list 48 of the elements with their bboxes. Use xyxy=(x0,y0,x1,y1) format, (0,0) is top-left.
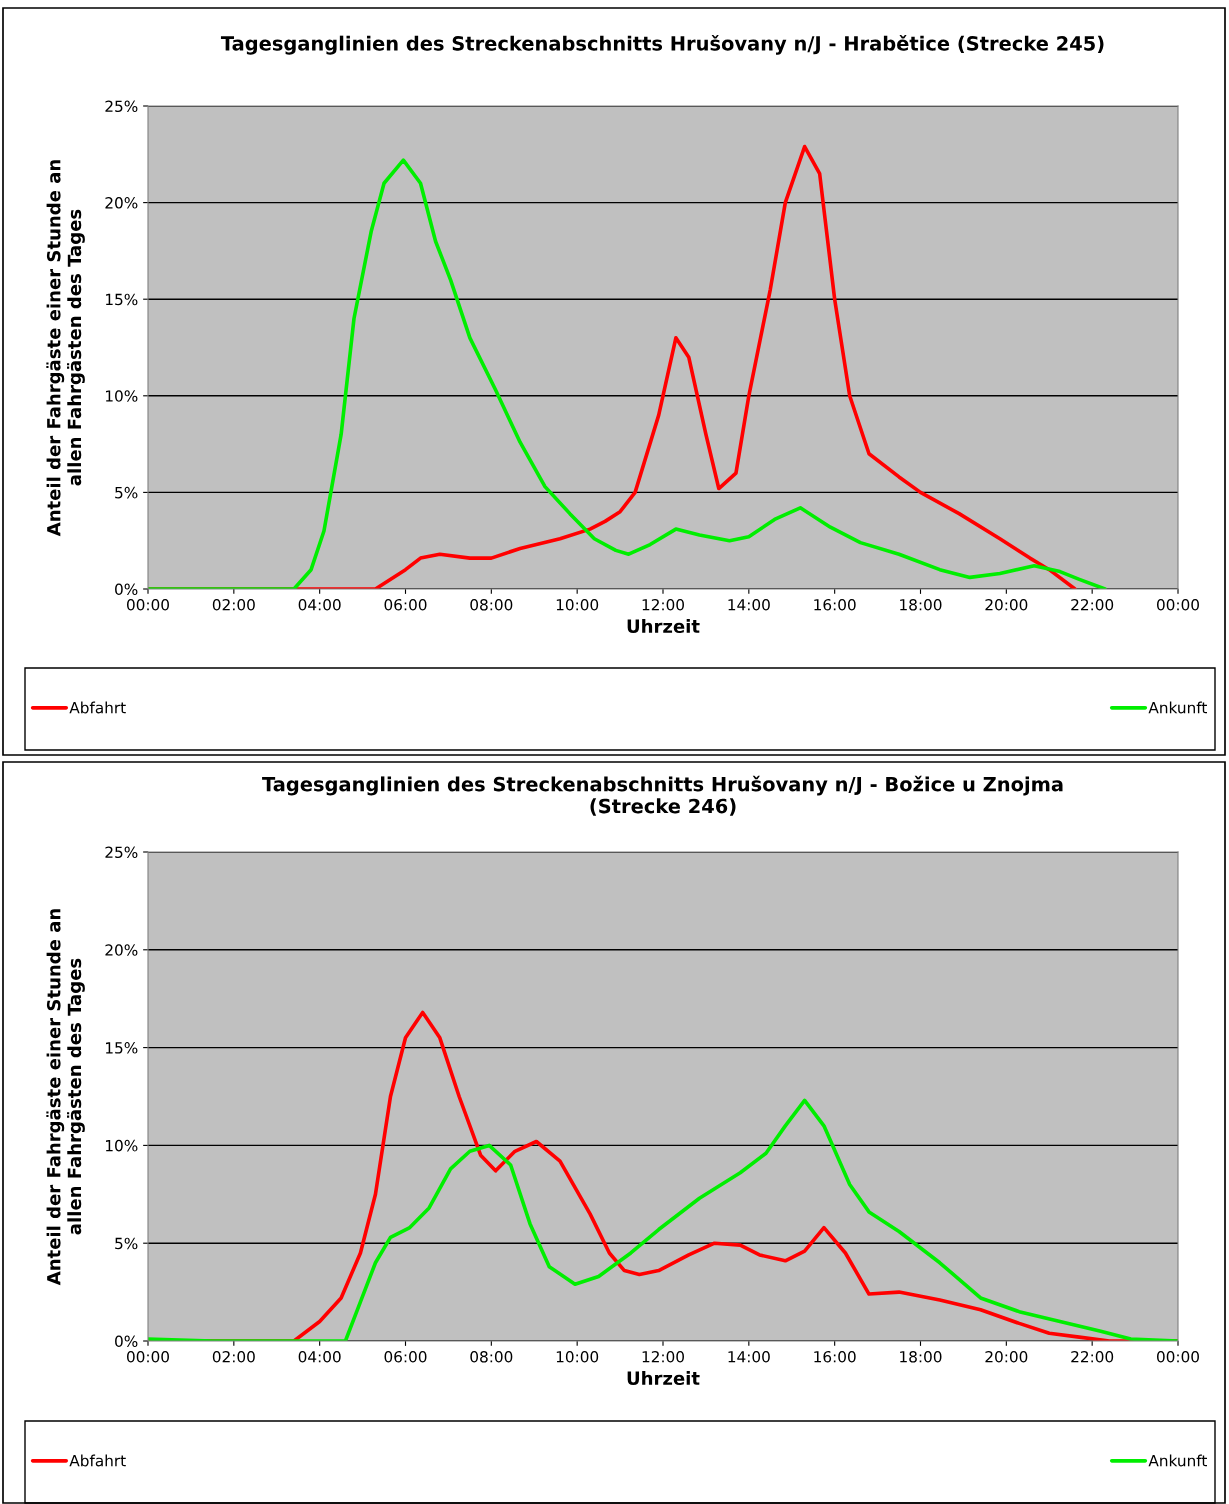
x-axis-title: Uhrzeit xyxy=(627,1371,700,1386)
y-tick-label: 5% xyxy=(115,486,138,499)
x-tick-label: 02:00 xyxy=(212,598,255,611)
x-tick-label: 18:00 xyxy=(900,1350,942,1363)
y-tick-label: 5% xyxy=(115,1237,138,1250)
x-tick-label: 08:00 xyxy=(470,1350,513,1363)
x-tick-label: 12:00 xyxy=(642,1350,684,1363)
legend-label: Ankunft xyxy=(1148,1454,1207,1467)
y-tick-label: 25% xyxy=(105,100,138,113)
x-tick-label: 16:00 xyxy=(814,598,856,611)
x-tick-label: 22:00 xyxy=(1071,598,1114,611)
chart-title: Tagesganglinien des Streckenabschnitts Hrušovany n/J - Hrabětice (Strecke 245) xyxy=(220,34,1104,55)
x-tick-label: 06:00 xyxy=(384,598,427,611)
x-tick-label: 14:00 xyxy=(728,1350,770,1363)
legend-label: Ankunft xyxy=(1148,701,1207,714)
x-tick-label: 04:00 xyxy=(298,598,341,611)
y-axis-title: Anteil der Fahrgäste einer Stunde an allen Fahrgästen des Tages xyxy=(46,160,85,537)
y-tick-label: 20% xyxy=(105,944,138,956)
legend-label: Abfahrt xyxy=(69,1454,126,1467)
y-tick-label: 25% xyxy=(105,846,138,859)
y-tick-label: 20% xyxy=(105,197,138,209)
x-tick-label: 04:00 xyxy=(298,1350,341,1363)
x-tick-label: 10:00 xyxy=(556,1350,599,1363)
x-tick-label: 18:00 xyxy=(900,598,942,611)
y-tick-label: 10% xyxy=(106,1139,138,1152)
chart-title: Tagesganglinien des Streckenabschnitts Hrušovany n/J - Božice u Znojma (Strecke 246) xyxy=(262,775,1063,816)
x-tick-label: 08:00 xyxy=(470,598,513,611)
x-tick-label: 16:00 xyxy=(814,1350,856,1363)
x-tick-label: 00:00 xyxy=(126,1350,169,1363)
y-tick-label: 15% xyxy=(106,293,138,306)
y-tick-label: 0% xyxy=(115,583,138,596)
x-tick-label: 12:00 xyxy=(642,598,684,611)
y-tick-label: 0% xyxy=(115,1335,138,1348)
legend-label: Abfahrt xyxy=(69,701,126,714)
x-axis-title: Uhrzeit xyxy=(627,619,700,634)
x-tick-label: 10:00 xyxy=(556,598,599,611)
x-tick-label: 00:00 xyxy=(126,598,169,611)
x-tick-label: 06:00 xyxy=(384,1350,427,1363)
y-tick-label: 10% xyxy=(106,390,138,402)
x-tick-label: 14:00 xyxy=(728,598,770,611)
y-axis-title: Anteil der Fahrgäste einer Stunde an allen Fahrgästen des Tages xyxy=(46,909,85,1286)
x-tick-label: 20:00 xyxy=(985,598,1028,611)
x-tick-label: 02:00 xyxy=(212,1350,255,1363)
x-tick-label: 22:00 xyxy=(1071,1350,1114,1363)
y-tick-label: 15% xyxy=(106,1042,138,1054)
x-tick-label: 00:00 xyxy=(1156,1350,1199,1363)
x-tick-label: 00:00 xyxy=(1156,598,1199,611)
x-tick-label: 20:00 xyxy=(985,1350,1028,1363)
